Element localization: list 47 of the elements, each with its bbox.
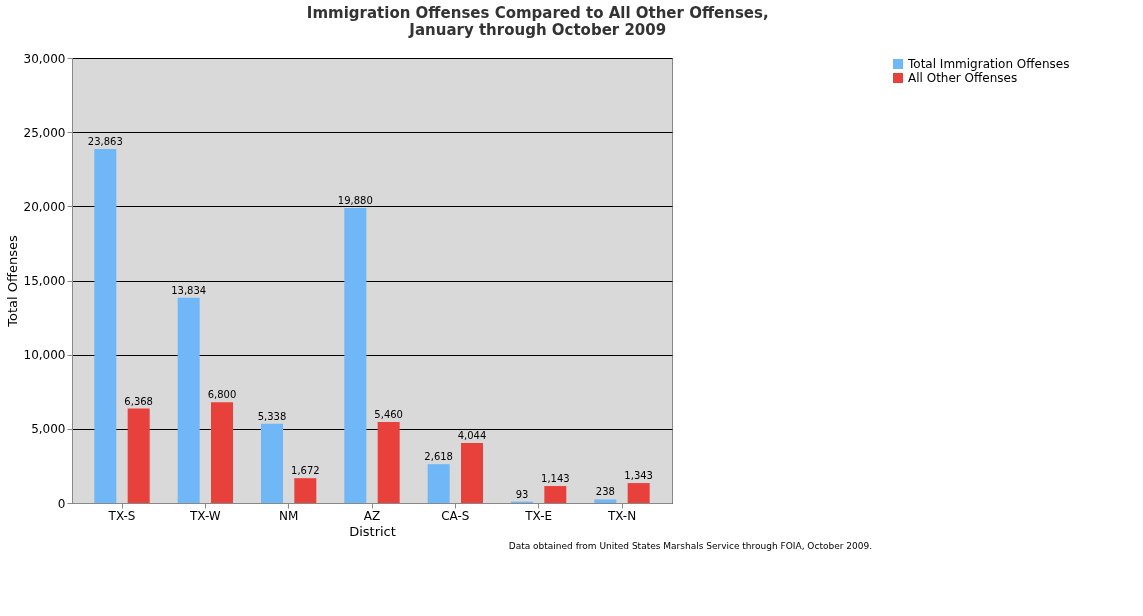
data-label: 5,460 (374, 409, 403, 421)
x-tick-label: AZ (363, 508, 381, 523)
x-tick-label: TX-E (524, 508, 553, 523)
bar (177, 297, 200, 503)
data-label: 2,618 (424, 451, 453, 463)
bar (377, 422, 400, 503)
text: Data obtained from United States Marshals Service through FOIA, October 2009. (508, 541, 872, 551)
y-tick-label: 5,000 (31, 422, 66, 437)
data-label: 93 (515, 488, 529, 500)
y-tick-label: 25,000 (23, 125, 66, 140)
x-tick-label: TX-N (606, 508, 637, 523)
data-label: 5,338 (257, 410, 287, 422)
data-label: 13,834 (171, 284, 207, 296)
bar (427, 464, 450, 503)
y-tick-label: 30,000 (23, 51, 66, 66)
y-tick-label: 0 (57, 496, 66, 511)
bar (94, 149, 117, 503)
y-tick-label: 15,000 (23, 274, 66, 288)
bar (127, 408, 150, 503)
data-label: 1,343 (624, 470, 653, 482)
data-label: 23,863 (87, 136, 123, 148)
legend-label: Total Immigration Offenses (907, 57, 1070, 71)
data-label: 1,143 (541, 473, 570, 485)
bar (461, 443, 483, 503)
y-tick-label: 20,000 (23, 199, 66, 214)
x-tick-label: TX-W (189, 508, 221, 523)
y-axis-title: Total Offenses (4, 235, 20, 328)
y-tick-label: 10,000 (23, 348, 66, 363)
bar (594, 499, 617, 503)
bar (544, 486, 567, 503)
x-tick-label: CA-S (441, 508, 470, 523)
data-label: 4,044 (457, 430, 487, 442)
bar (627, 483, 650, 503)
x-axis-title: District (349, 523, 396, 539)
data-label: 6,368 (124, 395, 153, 407)
x-tick-label: NM (278, 508, 299, 523)
data-label: 6,800 (207, 389, 237, 401)
bar (294, 478, 317, 503)
chart-title: Immigration Offenses Compared to All Other Offenses, January through October 2009 (306, 3, 769, 39)
data-label: 19,880 (337, 195, 373, 207)
legend-label: All Other Offenses (908, 71, 1018, 85)
x-tick-label: TX-S (107, 508, 136, 523)
bar (211, 402, 233, 503)
bar (261, 423, 283, 503)
bar (344, 208, 367, 503)
data-label: 1,672 (291, 465, 320, 477)
data-label: 238 (595, 486, 615, 498)
